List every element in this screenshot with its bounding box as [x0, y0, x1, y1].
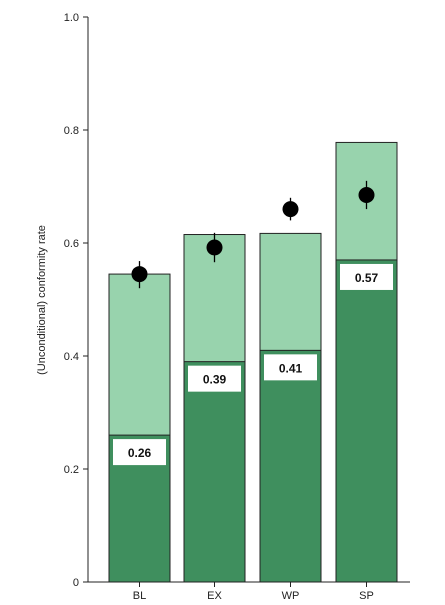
data-point — [358, 186, 375, 203]
y-tick-label: 1.0 — [64, 12, 79, 24]
y-tick-label: 0 — [73, 577, 79, 589]
data-point — [206, 239, 223, 256]
points-group — [131, 180, 375, 289]
y-axis: 0 0.2 0.4 0.6 0.8 1.0 — [64, 12, 89, 589]
bar-base — [183, 361, 246, 583]
value-label: 0.26 — [128, 446, 152, 460]
y-tick-label: 0.6 — [64, 238, 79, 250]
x-tick-label: BL — [133, 590, 146, 602]
y-tick-label: 0.2 — [64, 464, 79, 476]
y-axis-label: (Unconditional) conformity rate — [36, 225, 48, 375]
x-tick-label: SP — [359, 590, 374, 602]
bar-base — [259, 349, 322, 583]
data-point — [282, 201, 299, 218]
value-label-box — [113, 439, 166, 466]
bar-base — [335, 259, 398, 583]
y-tick-label: 0.8 — [64, 125, 79, 137]
value-label: 0.57 — [355, 271, 379, 285]
value-label-box — [340, 263, 393, 290]
value-label-box — [188, 365, 241, 392]
bars-group: 0.26 0.39 0.41 0.57 — [108, 141, 398, 583]
x-tick-label: EX — [207, 590, 222, 602]
value-label: 0.41 — [279, 361, 303, 375]
value-label: 0.39 — [203, 373, 227, 387]
value-label-box — [264, 354, 317, 381]
x-tick-label: WP — [282, 590, 300, 602]
x-axis: BL EX WP SP — [88, 581, 410, 602]
y-tick-label: 0.4 — [64, 351, 79, 363]
data-point — [131, 266, 148, 283]
